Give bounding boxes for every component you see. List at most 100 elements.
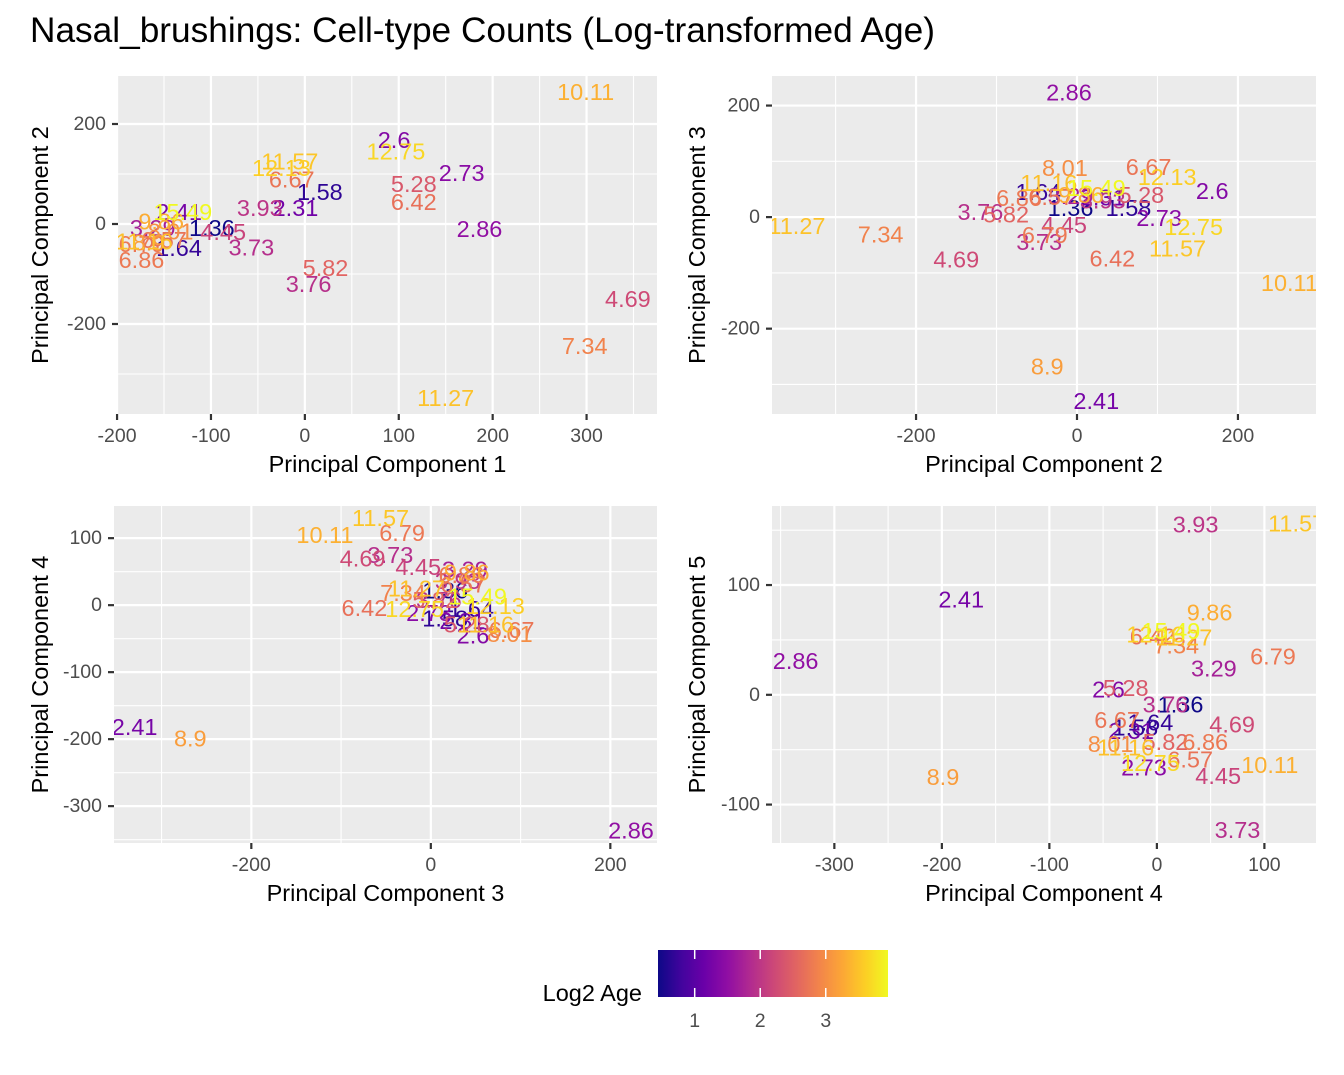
point-label: 1.58 [422,606,468,632]
point-label: 15.49 [153,199,212,225]
point-label: 7.34 [380,580,426,606]
point-label: 2.41 [938,586,984,612]
point-label: 15.49 [1067,175,1126,201]
y-tick-label: 100 [727,574,760,596]
point-label: 3.93 [1080,187,1126,213]
point-label: 10.11 [557,79,614,105]
point-label: 5.28 [391,171,437,197]
panel-background [772,506,1316,843]
point-label: 8.01 [1088,731,1134,757]
point-label: 3.29 [442,557,488,583]
point-label: 15.49 [448,583,507,609]
legend-tick-label: 1 [689,1010,700,1032]
point-label: 8.01 [487,621,533,647]
point-label: 2.6 [378,127,411,153]
y-tick-label: 200 [73,113,106,135]
point-label: 5.82 [1143,729,1189,755]
point-label: 1.64 [1128,709,1174,735]
y-tick-label: 0 [749,684,760,706]
point-label: 8.9 [174,725,207,751]
point-label: 8.9 [927,764,960,790]
point-label: 10.11 [296,522,353,548]
point-label: 3.73 [1016,229,1062,255]
x-axis-title: Principal Component 4 [925,880,1163,906]
point-label: 3.29 [1191,655,1237,681]
point-label: 2.31 [273,195,319,221]
point-label: 7.34 [1153,632,1199,658]
point-label: 6.42 [1090,245,1136,271]
point-label: 8.9 [133,230,166,256]
legend-title: Log2 Age [543,980,642,1006]
x-tick-label: 200 [594,854,627,876]
point-label: 3.76 [286,271,332,297]
point-label: 12.75 [1121,750,1180,776]
point-label: 11.27 [1155,625,1212,651]
point-label: 6.57 [440,571,486,597]
point-label: 3.73 [368,542,414,568]
point-label: 1.64 [156,235,202,261]
point-label: 1.64 [448,596,494,622]
point-label: 3.73 [1215,817,1261,843]
point-label: 3.76 [958,199,1004,225]
point-label: 12.13 [252,155,311,181]
facet-panels: 1.361.581.642.312.412.62.732.863.293.733… [27,76,1325,906]
point-label: 5.82 [412,587,458,613]
point-label: 12.75 [385,596,444,622]
point-label: 12.75 [367,139,426,165]
x-tick-label: 200 [1222,425,1255,447]
point-label: 2.86 [773,648,819,674]
point-label: 2.41 [112,714,158,740]
point-label: 6.67 [1094,707,1140,733]
x-tick-label: -200 [922,854,961,876]
color-legend: Log2 Age 1 2 3 [543,950,888,1032]
x-tick-label: 0 [425,854,436,876]
point-label: 12.75 [1164,214,1223,240]
point-label: 5.82 [983,201,1029,227]
point-label: 1.58 [1113,715,1159,741]
y-tick-label: -200 [67,313,106,335]
point-label: 11.27 [417,385,474,411]
point-label: 3.93 [237,195,283,221]
point-label: 3.76 [1143,692,1189,718]
point-label: 2.73 [1121,754,1167,780]
y-tick-label: -200 [721,318,760,340]
panel-background [114,506,657,843]
point-label: 2.86 [608,817,654,843]
legend-ticks: 1 2 3 [689,950,831,1032]
point-label: 5.82 [303,255,349,281]
point-label: 2.73 [406,600,452,626]
point-label: 4.45 [200,219,246,245]
point-label: 11.16 [116,229,173,255]
panel-pc3-vs-pc4: 1.361.581.642.312.412.62.732.863.293.733… [27,505,657,906]
point-label: 1.36 [1158,692,1204,718]
point-label: 11.57 [1268,511,1325,537]
y-tick-label: 0 [91,594,102,616]
point-label: 11.27 [388,575,445,601]
point-label: 6.67 [269,167,315,193]
legend-tick-label: 2 [755,1010,766,1032]
point-label: 6.86 [438,562,484,588]
point-label: 5.28 [1103,675,1149,701]
point-label: 6.42 [342,595,388,621]
point-label: 3.73 [228,235,274,261]
point-label: 2.31 [439,608,485,634]
point-label: 11.27 [768,213,825,239]
point-label: 6.67 [489,617,535,643]
point-label: 11.16 [457,612,514,638]
point-label: 11.57 [261,149,318,175]
panel-pc4-vs-pc5: 1.361.581.642.31 2.41 2.6 2.73 2.86 3.29 3.73 3… [684,506,1325,906]
x-tick-label: -300 [815,854,854,876]
point-label: 3.93 [1173,512,1219,538]
point-label: 11.57 [352,505,409,531]
point-label: 10.11 [1241,752,1298,778]
point-label: 1.58 [297,179,343,205]
point-label: 2.86 [457,216,503,242]
point-label: 4.45 [395,554,441,580]
panel-background [118,76,657,414]
x-tick-label: 100 [382,425,415,447]
point-label: 2.31 [1108,718,1154,744]
point-labels: 1.361.581.642.312.412.62.732.863.293.733… [116,79,651,411]
x-tick-label: 300 [570,425,603,447]
